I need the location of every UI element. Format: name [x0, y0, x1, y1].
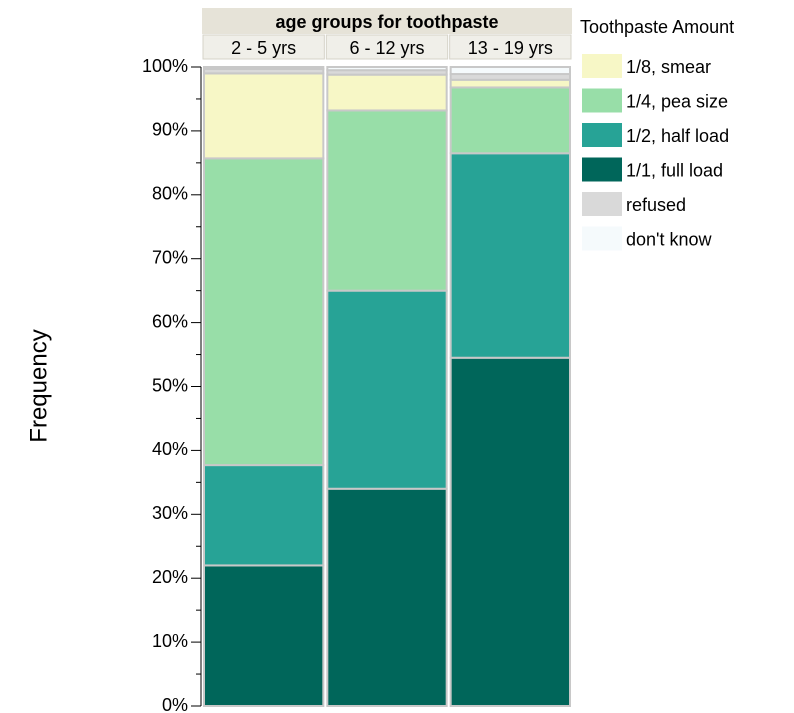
y-tick-label: 100%	[142, 56, 188, 76]
legend-swatch	[582, 157, 622, 182]
bars	[203, 66, 571, 707]
bar-segment	[326, 73, 448, 112]
bar-segment	[449, 78, 571, 89]
bar-segment	[203, 72, 325, 160]
bar-segment	[326, 66, 448, 72]
category-label: 2 - 5 yrs	[231, 38, 296, 58]
category-strip-cell	[449, 34, 572, 60]
y-tick-label: 70%	[152, 247, 188, 267]
y-axis: 0% 10% 20% 30% 40% 50% 60% 70% 80% 90% 100%	[142, 56, 202, 713]
bar-segment	[203, 564, 325, 707]
legend-label: 1/8, smear	[626, 57, 711, 77]
legend-swatch	[582, 226, 622, 251]
bar-segment	[449, 86, 571, 155]
legend-swatch	[582, 192, 622, 216]
legend-label: 1/2, half load	[626, 126, 729, 146]
legend-label: 1/1, full load	[626, 161, 723, 181]
facet-title: age groups for toothpaste	[275, 12, 498, 32]
y-tick-label: 10%	[152, 631, 188, 651]
bar-segment	[203, 464, 325, 567]
legend-swatch	[582, 54, 622, 78]
category-strip-cell	[202, 34, 325, 60]
bar-segment	[449, 152, 571, 359]
y-tick-label: 90%	[152, 120, 188, 140]
y-tick-label: 60%	[152, 311, 188, 331]
bar-segment	[449, 66, 571, 76]
legend-label: refused	[626, 195, 686, 215]
legend-swatch	[582, 123, 622, 147]
bar-segment	[203, 157, 325, 467]
category-label: 6 - 12 yrs	[349, 38, 424, 58]
legend-label: don't know	[626, 230, 712, 250]
legend-title: Toothpaste Amount	[580, 17, 734, 37]
bar-segment	[203, 66, 325, 70]
facet-title-background	[202, 8, 572, 34]
y-tick-label: 80%	[152, 184, 188, 204]
bar-segment	[326, 289, 448, 490]
y-tick-label: 20%	[152, 567, 188, 587]
category-strip: 2 - 5 yrs 6 - 12 yrs 13 - 19 yrs	[202, 34, 572, 60]
bar-segment	[449, 356, 571, 707]
y-tick-label: 30%	[152, 503, 188, 523]
y-axis-label: Frequency	[25, 329, 52, 442]
legend-label: 1/4, pea size	[626, 92, 728, 112]
facet-strip: age groups for toothpaste	[202, 8, 572, 34]
legend-swatch	[582, 88, 622, 113]
bar-segment	[326, 487, 448, 707]
y-tick-label: 50%	[152, 375, 188, 395]
y-tick-label: 40%	[152, 439, 188, 459]
y-tick-label: 0%	[162, 695, 188, 713]
category-label: 13 - 19 yrs	[468, 38, 553, 58]
legend: Toothpaste Amount 1/8, smear 1/4, pea siz…	[580, 17, 734, 251]
bar-segment	[326, 109, 448, 292]
category-strip-cell	[325, 34, 449, 60]
